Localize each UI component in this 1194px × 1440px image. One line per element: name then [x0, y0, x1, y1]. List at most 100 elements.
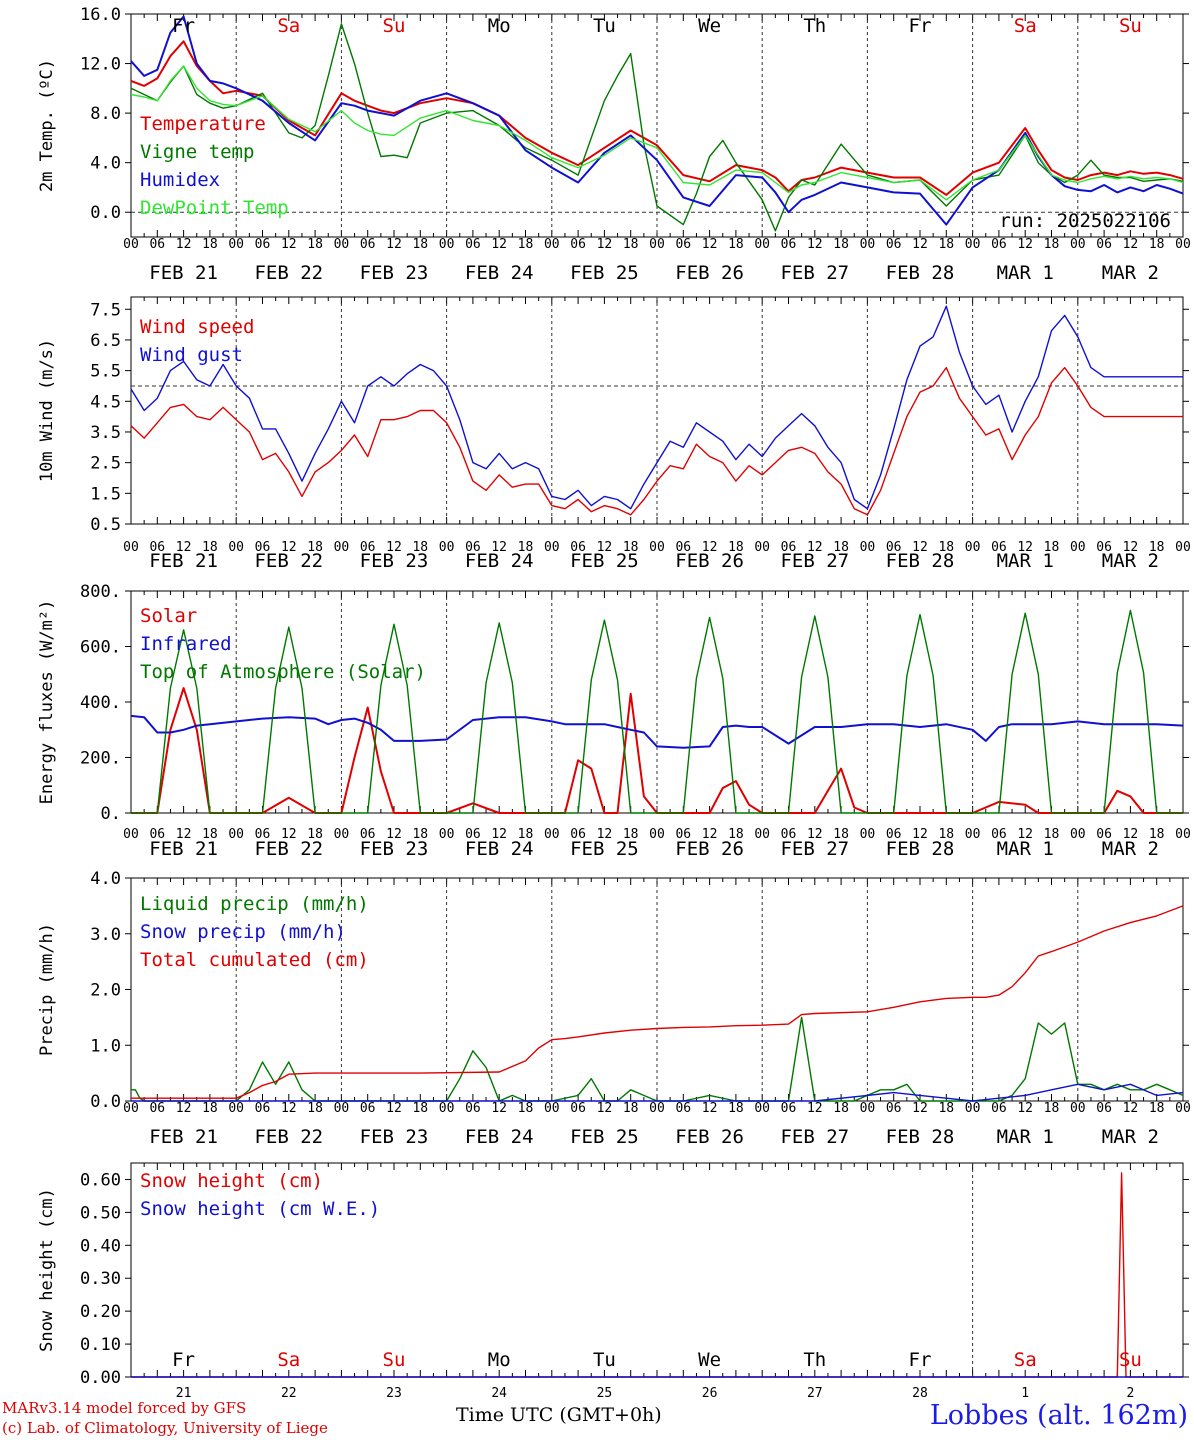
date-label: FEB 22 — [254, 550, 323, 572]
hour-tick-label: 18 — [518, 540, 534, 555]
hour-tick-label: 18 — [938, 237, 954, 252]
run-annotation: run: 2025022106 — [999, 210, 1171, 232]
hour-tick-label: 12 — [912, 237, 928, 252]
date-label: FEB 23 — [360, 838, 429, 860]
hour-tick-label: 18 — [1044, 237, 1060, 252]
hour-tick-label: 18 — [1149, 540, 1165, 555]
hour-tick-label: 00 — [860, 540, 876, 555]
plot-frame — [130, 1162, 1184, 1378]
hour-tick-label: 12 — [491, 1101, 507, 1116]
hour-tick-label: 18 — [833, 540, 849, 555]
hour-tick-label: 06 — [360, 1101, 376, 1116]
hour-tick-label: 12 — [597, 827, 613, 842]
legend-entry: Snow precip (mm/h) — [140, 921, 346, 943]
date-label: FEB 23 — [360, 1126, 429, 1148]
hour-tick-label: 18 — [412, 827, 428, 842]
hour-tick-label: 06 — [149, 827, 165, 842]
y-tick-label: 4.5 — [90, 392, 121, 412]
hour-tick-label: 18 — [202, 237, 218, 252]
hour-tick-label: 06 — [675, 827, 691, 842]
date-label: FEB 25 — [570, 838, 639, 860]
hour-tick-label: 18 — [728, 827, 744, 842]
series-line — [130, 65, 1184, 201]
date-label: FEB 23 — [360, 262, 429, 284]
series-line — [130, 15, 1184, 226]
hour-tick-label: 00 — [965, 1101, 981, 1116]
hour-tick-label: 00 — [754, 827, 770, 842]
date-label: FEB 27 — [780, 262, 849, 284]
hour-tick-label: 18 — [202, 1101, 218, 1116]
hour-tick-label: 12 — [386, 540, 402, 555]
series-line — [131, 1083, 1184, 1102]
hour-tick-label: 00 — [754, 237, 770, 252]
hour-tick-label: 18 — [412, 1101, 428, 1116]
date-label: FEB 22 — [254, 838, 323, 860]
hour-tick-label: 12 — [1017, 827, 1033, 842]
y-tick-label: 0.0 — [90, 1092, 121, 1112]
y-tick-label: 0.60 — [80, 1170, 121, 1190]
y-axis-title: Precip (mm/h) — [37, 923, 57, 1056]
date-label: MAR 2 — [1102, 1126, 1159, 1148]
hour-tick-label: 12 — [702, 1101, 718, 1116]
y-tick-label: 200. — [80, 749, 121, 769]
forecast-meteogram: 0.04.08.012.016.02m Temp. (ºC) Temperatur… — [37, 5, 1191, 1400]
hour-tick-label: 00 — [965, 237, 981, 252]
hour-tick-label: 00 — [228, 540, 244, 555]
hour-tick-label: 12 — [1123, 237, 1139, 252]
y-tick-label: 1.5 — [90, 484, 121, 504]
y-tick-label: 12.0 — [80, 55, 121, 75]
hour-tick-label: 18 — [938, 540, 954, 555]
hour-tick-label: 12 — [702, 540, 718, 555]
y-tick-label: 7.5 — [90, 300, 121, 320]
hour-tick-label: 18 — [623, 827, 639, 842]
hour-tick-label: 18 — [833, 237, 849, 252]
hour-tick-label: 12 — [176, 827, 192, 842]
hour-tick-label: 06 — [991, 237, 1007, 252]
day-number-label: 21 — [176, 1386, 192, 1400]
y-tick-label: 6.5 — [90, 331, 121, 351]
hour-tick-label: 06 — [255, 237, 271, 252]
hour-tick-label: 00 — [544, 827, 560, 842]
y-tick-label: 2.5 — [90, 454, 121, 474]
y-tick-label: 400. — [80, 693, 121, 713]
hour-tick-label: 12 — [912, 1101, 928, 1116]
date-label: MAR 1 — [997, 262, 1054, 284]
hour-tick-label: 06 — [570, 827, 586, 842]
hour-tick-label: 00 — [123, 827, 139, 842]
day-name-label: Sa — [1014, 1349, 1037, 1371]
hour-tick-label: 06 — [675, 237, 691, 252]
hour-tick-label: 00 — [228, 237, 244, 252]
hour-tick-label: 00 — [228, 1101, 244, 1116]
day-number-label: 2 — [1126, 1386, 1134, 1400]
series-line — [130, 714, 1184, 749]
hour-tick-label: 06 — [781, 237, 797, 252]
hour-tick-label: 06 — [570, 237, 586, 252]
date-label: FEB 26 — [675, 262, 744, 284]
hour-tick-label: 06 — [149, 237, 165, 252]
day-number-label: 22 — [281, 1386, 297, 1400]
hour-tick-label: 12 — [281, 540, 297, 555]
y-tick-label: 800. — [80, 582, 121, 602]
hour-tick-label: 06 — [1096, 1101, 1112, 1116]
hour-tick-label: 18 — [1044, 1101, 1060, 1116]
hour-tick-label: 00 — [439, 237, 455, 252]
hour-tick-label: 06 — [781, 540, 797, 555]
hour-tick-label: 06 — [781, 1101, 797, 1116]
date-label: MAR 1 — [997, 838, 1054, 860]
y-tick-label: 0.40 — [80, 1236, 121, 1256]
hour-tick-label: 12 — [281, 827, 297, 842]
hour-tick-label: 06 — [1096, 237, 1112, 252]
hour-tick-label: 12 — [1123, 1101, 1139, 1116]
date-label: FEB 21 — [149, 550, 218, 572]
hour-tick-label: 06 — [1096, 827, 1112, 842]
day-name-label: Su — [383, 1349, 406, 1371]
hour-tick-label: 12 — [1123, 827, 1139, 842]
y-axis-title: Snow height (cm) — [37, 1188, 57, 1352]
hour-tick-label: 18 — [623, 540, 639, 555]
hour-tick-label: 00 — [334, 827, 350, 842]
y-tick-label: 3.0 — [90, 925, 121, 945]
day-name-label: We — [698, 15, 721, 37]
date-label: FEB 25 — [570, 550, 639, 572]
hour-tick-label: 06 — [465, 1101, 481, 1116]
hour-tick-label: 00 — [228, 827, 244, 842]
